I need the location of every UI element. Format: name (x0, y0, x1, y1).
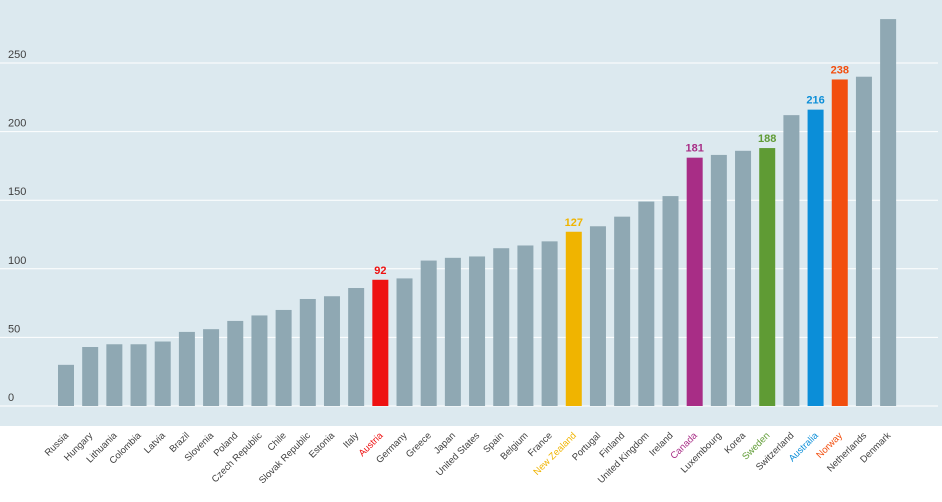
value-label: 127 (565, 217, 583, 229)
bar-poland (227, 320, 244, 406)
bar-italy (348, 288, 365, 406)
bar-austria (372, 279, 389, 406)
bar-slovenia (203, 329, 220, 406)
bar-switzerland (783, 115, 800, 407)
value-label: 188 (758, 133, 776, 145)
bar-canada (686, 157, 703, 406)
value-label: 238 (831, 64, 849, 76)
bar-netherlands (855, 76, 872, 406)
bar-hungary (82, 347, 99, 406)
y-tick-label: 250 (8, 49, 26, 61)
bar-czech-republic (251, 315, 268, 406)
bar-brazil (178, 331, 195, 406)
bar-australia (807, 109, 824, 406)
y-tick-label: 100 (8, 255, 26, 267)
x-tick-label: Estonia (307, 430, 338, 461)
bar-sweden (759, 148, 776, 406)
value-label: 216 (806, 95, 824, 107)
bar-colombia (130, 344, 147, 406)
y-tick-label: 150 (8, 186, 26, 198)
bar-spain (493, 248, 510, 406)
bar-lithuania (106, 344, 123, 406)
bar-germany (396, 278, 413, 406)
bar-slovak-republic (299, 298, 316, 406)
bar-estonia (323, 296, 340, 406)
bar-japan (444, 257, 461, 406)
bar-united-states (469, 256, 486, 406)
bar-korea (735, 150, 752, 406)
x-tick-label: Italy (341, 430, 361, 450)
bar-norway (831, 79, 848, 407)
y-axis-tick-labels: 0 50 100 150 200 250 (8, 49, 26, 404)
bar-new-zealand (565, 231, 582, 406)
bar-chile (275, 309, 292, 406)
value-label: 181 (686, 143, 704, 155)
bar-denmark (880, 19, 897, 406)
x-tick-label: Latvia (142, 430, 168, 456)
y-tick-label: 50 (8, 323, 20, 335)
y-tick-label: 200 (8, 118, 26, 130)
value-label: 92 (374, 265, 386, 277)
bar-france (541, 241, 558, 406)
bar-greece (420, 260, 437, 406)
value-labels: 92 127 181 188 216 238 (374, 64, 849, 276)
bar-belgium (517, 245, 534, 406)
y-tick-label: 0 (8, 392, 14, 404)
bar-united-kingdom (638, 201, 655, 406)
bar-finland (614, 216, 631, 406)
x-tick-label: Greece (404, 430, 434, 460)
bar-ireland (662, 196, 679, 406)
bar-russia (58, 364, 74, 406)
bar-luxembourg (710, 154, 727, 406)
bar-portugal (589, 226, 606, 406)
bars (58, 19, 897, 407)
bar-latvia (154, 341, 171, 406)
